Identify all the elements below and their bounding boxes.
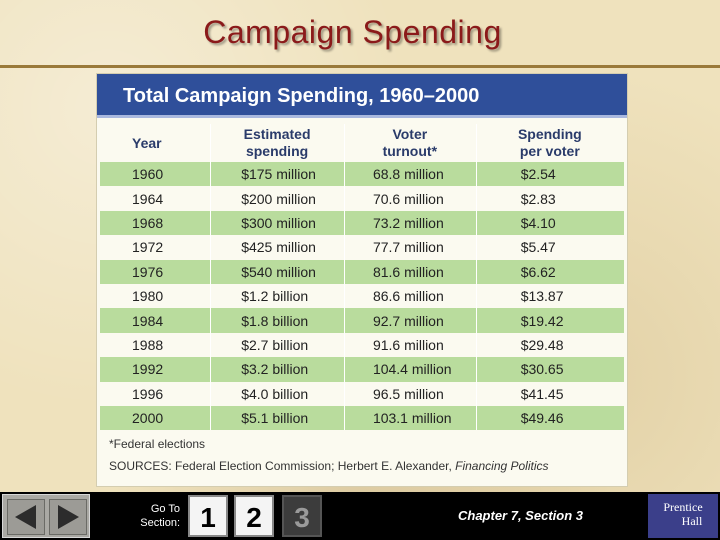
table-row: 1988 $2.7 billion 91.6 million $29.48: [100, 332, 624, 358]
sources-prefix: SOURCES: Federal Election Commission; He…: [109, 459, 456, 473]
per-voter-cell: $4.10: [475, 210, 624, 236]
year-cell: 1980: [100, 283, 211, 309]
turnout-cell: 81.6 million: [343, 259, 477, 284]
table-row: 1984 $1.8 billion 92.7 million $19.42: [100, 308, 624, 333]
table-row: 1968 $300 million 73.2 million $4.10: [100, 210, 624, 236]
table-title: Total Campaign Spending, 1960–2000: [97, 74, 627, 118]
col-header-spending-line1: Estimated: [243, 126, 311, 142]
table-body: 1960 $175 million 68.8 million $2.54 1964 $20…: [100, 162, 624, 431]
nav-arrow-group: [2, 494, 90, 538]
per-voter-cell: $13.87: [475, 283, 624, 309]
spending-cell: $1.8 billion: [210, 308, 345, 333]
table-row: 1964 $200 million 70.6 million $2.83: [100, 186, 624, 211]
section-2-button[interactable]: 2: [234, 495, 274, 537]
per-voter-cell: $6.62: [475, 259, 624, 284]
turnout-cell: 77.7 million: [343, 235, 477, 260]
per-voter-cell: $19.42: [475, 308, 624, 333]
arrow-right-icon: [58, 505, 79, 529]
spending-cell: $5.1 billion: [210, 405, 345, 431]
spending-cell: $3.2 billion: [210, 357, 345, 382]
table-row: 1996 $4.0 billion 96.5 million $41.45: [100, 381, 624, 406]
table-header-row: Year Estimated spending Voter turnout* S…: [100, 124, 624, 162]
col-header-spending-line2: spending: [245, 143, 309, 159]
per-voter-cell: $49.46: [475, 405, 624, 431]
turnout-cell: 91.6 million: [343, 332, 477, 358]
table-row: 2000 $5.1 billion 103.1 million $49.46: [100, 405, 624, 431]
spending-cell: $425 million: [210, 235, 345, 260]
col-header-year: Year: [100, 124, 211, 162]
turnout-cell: 73.2 million: [343, 210, 477, 236]
year-cell: 2000: [100, 405, 211, 431]
spending-cell: $2.7 billion: [210, 332, 345, 358]
turnout-cell: 104.4 million: [343, 357, 477, 382]
go-to-line1: Go To: [150, 503, 180, 515]
col-header-turnout-line2: turnout*: [382, 143, 438, 159]
year-cell: 1992: [100, 357, 211, 382]
col-header-turnout: Voter turnout*: [343, 124, 477, 162]
section-3-button[interactable]: 3: [282, 495, 322, 537]
go-to-line2: Section:: [140, 517, 180, 529]
turnout-cell: 68.8 million: [343, 162, 477, 187]
spending-cell: $175 million: [210, 162, 345, 187]
spending-cell: $300 million: [210, 210, 345, 236]
turnout-cell: 86.6 million: [343, 283, 477, 309]
sources-book-title: Financing Politics: [455, 459, 549, 473]
per-voter-cell: $30.65: [475, 357, 624, 382]
spending-cell: $200 million: [210, 186, 345, 211]
slide-title: Campaign Spending: [203, 14, 502, 50]
go-to-section-label: Go To Section:: [118, 502, 180, 530]
previous-slide-button[interactable]: [7, 499, 45, 535]
turnout-cell: 96.5 million: [343, 381, 477, 406]
col-header-turnout-line1: Voter: [392, 126, 428, 142]
col-header-spending: Estimated spending: [210, 124, 345, 162]
table-row: 1980 $1.2 billion 86.6 million $13.87: [100, 283, 624, 309]
table-row: 1960 $175 million 68.8 million $2.54: [100, 162, 624, 187]
year-cell: 1976: [100, 259, 211, 284]
year-cell: 1984: [100, 308, 211, 333]
table-footnote: *Federal elections: [109, 437, 206, 451]
section-1-button[interactable]: 1: [188, 495, 228, 537]
per-voter-cell: $29.48: [475, 332, 624, 358]
per-voter-cell: $5.47: [475, 235, 624, 260]
arrow-left-icon: [15, 505, 36, 529]
year-cell: 1972: [100, 235, 211, 260]
col-header-per-voter-line2: per voter: [519, 143, 580, 159]
navigation-bar: Go To Section: 1 2 3 Chapter 7, Section …: [0, 492, 720, 540]
spending-table: Year Estimated spending Voter turnout* S…: [100, 124, 624, 431]
table-row: 1992 $3.2 billion 104.4 million $30.65: [100, 357, 624, 382]
logo-line2: Hall: [681, 514, 703, 528]
logo-line1: Prentice: [663, 500, 703, 514]
year-cell: 1968: [100, 210, 211, 236]
per-voter-cell: $2.83: [475, 186, 624, 211]
year-cell: 1996: [100, 381, 211, 406]
table-sources: SOURCES: Federal Election Commission; He…: [109, 459, 549, 473]
spending-table-panel: Total Campaign Spending, 1960–2000 Year …: [96, 73, 628, 487]
col-header-per-voter-line1: Spending: [517, 126, 582, 142]
spending-cell: $4.0 billion: [210, 381, 345, 406]
year-cell: 1964: [100, 186, 211, 211]
turnout-cell: 92.7 million: [343, 308, 477, 333]
year-cell: 1988: [100, 332, 211, 358]
title-divider: [0, 65, 720, 68]
per-voter-cell: $2.54: [475, 162, 624, 187]
publisher-logo[interactable]: Prentice Hall: [648, 494, 718, 538]
spending-cell: $1.2 billion: [210, 283, 345, 309]
col-header-per-voter: Spending per voter: [475, 124, 624, 162]
year-cell: 1960: [100, 162, 211, 187]
col-header-year-line1: Year: [132, 134, 162, 151]
per-voter-cell: $41.45: [475, 381, 624, 406]
turnout-cell: 70.6 million: [343, 186, 477, 211]
spending-cell: $540 million: [210, 259, 345, 284]
chapter-section-label: Chapter 7, Section 3: [458, 508, 583, 523]
table-row: 1976 $540 million 81.6 million $6.62: [100, 259, 624, 284]
table-row: 1972 $425 million 77.7 million $5.47: [100, 235, 624, 260]
turnout-cell: 103.1 million: [343, 405, 477, 431]
next-slide-button[interactable]: [49, 499, 87, 535]
